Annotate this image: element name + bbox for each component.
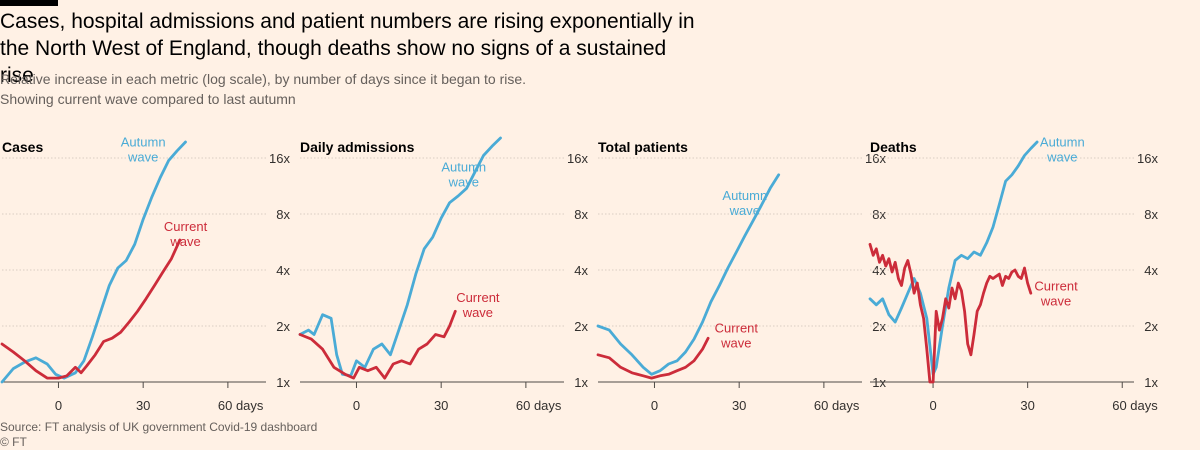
series-label-line: Autumn — [1040, 134, 1085, 149]
current-wave-line — [0, 238, 182, 380]
y-tick-label: 2x — [276, 319, 290, 334]
autumn-wave-label: Autumn wave — [1040, 134, 1085, 164]
current-wave-line — [868, 242, 1033, 384]
series-label-line: wave — [169, 234, 200, 249]
y-tick-label: 4x — [574, 263, 588, 278]
y-tick-label: 4x — [1144, 263, 1158, 278]
y-tick-label: 1x — [574, 375, 588, 390]
ft-credit: © FT — [0, 435, 27, 449]
series-label-line: wave — [1046, 149, 1077, 164]
series-label-line: wave — [127, 149, 158, 164]
series-label-line: wave — [1040, 294, 1071, 309]
y-tick-label: 2x — [1144, 319, 1158, 334]
x-tick-label: 60 days — [1112, 398, 1158, 413]
y-tick-label: 1x — [276, 375, 290, 390]
autumn-wave-label: Autumn wave — [121, 134, 166, 164]
y-tick-label: 4x — [276, 263, 290, 278]
chart-title: Total patients — [598, 139, 688, 155]
x-tick-label: 30 — [1020, 398, 1034, 413]
series-label-line: Current — [715, 320, 759, 335]
autumn-wave-line — [868, 140, 1039, 376]
x-tick-label: 60 days — [814, 398, 860, 413]
y-tick-label: 16x — [1137, 151, 1158, 166]
headline: Cases, hospital admissions and patient n… — [0, 10, 695, 87]
source-note: Source: FT analysis of UK government Cov… — [0, 420, 318, 434]
footer: Source: FT analysis of UK government Cov… — [0, 420, 317, 450]
series-label-line: Current — [456, 290, 500, 305]
y-tick-label: 2x — [574, 319, 588, 334]
series-label-line: wave — [462, 305, 493, 320]
x-tick-label: 0 — [55, 398, 62, 413]
autumn-wave-line — [298, 136, 502, 378]
y-tick-label: 8x — [574, 207, 588, 222]
x-tick-label: 30 — [434, 398, 448, 413]
current-wave-line — [298, 309, 457, 380]
subtitle-line-1: Relative increase in each metric (log sc… — [0, 71, 527, 87]
current-wave-label: Current wave — [164, 219, 208, 249]
series-label-line: wave — [720, 335, 751, 350]
series-label-line: wave — [729, 203, 760, 218]
x-tick-label: 0 — [353, 398, 360, 413]
x-tick-label: 60 days — [516, 398, 562, 413]
current-wave-label: Current wave — [456, 290, 500, 320]
series-label-line: Autumn — [121, 134, 166, 149]
y-tick-label: 8x — [872, 207, 886, 222]
subtitle: Relative increase in each metric (log sc… — [0, 69, 700, 109]
y-tick-label: 8x — [276, 207, 290, 222]
x-tick-label: 30 — [732, 398, 746, 413]
current-wave-label: Current wave — [715, 320, 759, 350]
series-label-line: wave — [448, 175, 479, 190]
y-tick-label: 16x — [269, 151, 290, 166]
chart-title: Cases — [2, 139, 43, 155]
y-tick-label: 1x — [1144, 375, 1158, 390]
autumn-wave-line — [0, 140, 187, 384]
series-label-line: Autumn — [722, 188, 767, 203]
x-tick-label: 60 days — [218, 398, 264, 413]
x-tick-label: 0 — [929, 398, 936, 413]
autumn-wave-label: Autumn wave — [722, 188, 767, 218]
chart-panel-1: Daily admissions 1x 2x 4x 8x 16x 0 30 60 days Aut… — [298, 136, 588, 413]
series-label-line: Autumn — [441, 160, 486, 175]
subtitle-line-2: Showing current wave compared to last au… — [0, 91, 296, 107]
current-wave-label: Current wave — [1034, 279, 1078, 309]
series-label-line: Current — [1034, 279, 1078, 294]
chart-title: Daily admissions — [300, 139, 415, 155]
y-tick-label: 4x — [872, 263, 886, 278]
y-tick-label: 2x — [872, 319, 886, 334]
x-tick-label: 0 — [651, 398, 658, 413]
autumn-wave-line — [596, 173, 781, 376]
current-wave-line — [596, 336, 710, 380]
y-tick-label: 16x — [865, 151, 886, 166]
y-tick-label: 8x — [1144, 207, 1158, 222]
chart-title: Deaths — [870, 139, 917, 155]
ft-top-bar — [0, 0, 58, 6]
x-tick-label: 30 — [136, 398, 150, 413]
series-label-line: Current — [164, 219, 208, 234]
y-tick-label: 16x — [567, 151, 588, 166]
autumn-wave-label: Autumn wave — [441, 160, 486, 190]
